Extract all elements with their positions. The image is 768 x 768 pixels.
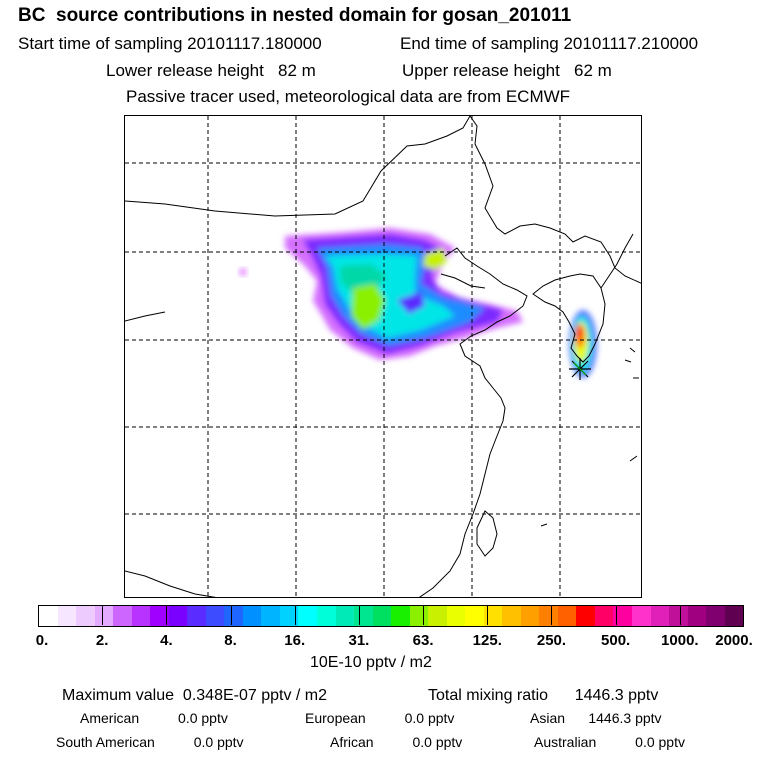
colorbar-label: 2. bbox=[95, 632, 109, 649]
upper-release-height-label: Upper release height 62 m bbox=[402, 61, 612, 80]
asian-contribution: Asian 1446.3 pptv bbox=[530, 710, 662, 726]
map-canvas bbox=[125, 116, 641, 597]
american-contribution: American 0.0 pptv bbox=[80, 710, 228, 726]
colorbar-tick bbox=[358, 605, 360, 625]
colorbar-label: 0. bbox=[35, 632, 49, 649]
end-time-label: End time of sampling 20101117.210000 bbox=[400, 34, 699, 53]
colorbar-cell bbox=[650, 606, 670, 626]
colorbar-cell bbox=[669, 606, 688, 626]
colorbar-cell bbox=[335, 606, 355, 626]
start-time-label: Start time of sampling 20101117.180000 bbox=[18, 34, 322, 53]
colorbar-label: 500. bbox=[601, 632, 631, 649]
colorbar-tick bbox=[487, 605, 489, 625]
colorbar-cell bbox=[465, 606, 484, 626]
colorbar-cell bbox=[446, 606, 466, 626]
colorbar-cell bbox=[224, 606, 243, 626]
colorbar bbox=[38, 605, 744, 627]
lat-lon-grid bbox=[125, 116, 641, 597]
colorbar-cell bbox=[131, 606, 151, 626]
colorbar-label: 16. bbox=[284, 632, 306, 649]
colorbar-tick bbox=[615, 605, 617, 625]
colorbar-cell bbox=[724, 606, 744, 626]
colorbar-cell bbox=[57, 606, 77, 626]
colorbar-cell bbox=[502, 606, 521, 626]
colorbar-tick bbox=[423, 605, 425, 625]
colorbar-label: 63. bbox=[412, 632, 434, 649]
plume-main bbox=[285, 228, 523, 360]
colorbar-ticks bbox=[38, 605, 744, 627]
colorbar-tick bbox=[294, 605, 296, 625]
colorbar-label: 8. bbox=[224, 632, 237, 649]
tracer-note: Passive tracer used, meteorological data… bbox=[126, 87, 571, 106]
colorbar-label: 1000. bbox=[661, 632, 699, 649]
coastlines bbox=[125, 116, 641, 597]
colorbar-cell bbox=[113, 606, 132, 626]
colorbar-cell bbox=[298, 606, 317, 626]
receptor-star-icon bbox=[569, 358, 591, 380]
colorbar-cell bbox=[354, 606, 373, 626]
colorbar-label: 31. bbox=[348, 632, 370, 649]
colorbar-cell bbox=[261, 606, 280, 626]
colorbar-label: 4. bbox=[160, 632, 173, 649]
colorbar-label: 2000. bbox=[715, 632, 753, 649]
south-american-contribution: South American 0.0 pptv bbox=[56, 734, 244, 750]
colorbar-cell bbox=[372, 606, 392, 626]
colorbar-cell bbox=[150, 606, 169, 626]
colorbar-cell bbox=[242, 606, 262, 626]
colorbar-cell bbox=[39, 606, 58, 626]
colorbar-cell bbox=[94, 606, 114, 626]
colorbar-cell bbox=[632, 606, 651, 626]
colorbar-cell bbox=[391, 606, 410, 626]
colorbar-cell bbox=[706, 606, 725, 626]
colorbar-cell bbox=[539, 606, 558, 626]
african-contribution: African 0.0 pptv bbox=[330, 734, 463, 750]
colorbar-unit: 10E-10 pptv / m2 bbox=[310, 654, 432, 671]
colorbar-cell bbox=[520, 606, 540, 626]
colorbar-label: 250. bbox=[536, 632, 567, 649]
australian-contribution: Australian 0.0 pptv bbox=[534, 734, 685, 750]
map-panel bbox=[124, 115, 642, 598]
colorbar-tick bbox=[679, 605, 681, 625]
plume-receptor bbox=[569, 310, 597, 378]
colorbar-cell bbox=[483, 606, 503, 626]
colorbar-cell bbox=[76, 606, 95, 626]
colorbar-cell bbox=[187, 606, 206, 626]
colorbar-tick bbox=[551, 605, 553, 625]
european-contribution: European 0.0 pptv bbox=[305, 710, 455, 726]
colorbar-cell bbox=[316, 606, 336, 626]
colorbar-tick bbox=[102, 605, 104, 625]
colorbar-cell bbox=[576, 606, 595, 626]
colorbar-tick bbox=[230, 605, 232, 625]
plot-title: BC source contributions in nested domain… bbox=[18, 5, 572, 26]
total-mixing-ratio-label: Total mixing ratio 1446.3 pptv bbox=[428, 687, 659, 704]
lower-release-height-label: Lower release height 82 m bbox=[106, 61, 316, 80]
colorbar-cell bbox=[594, 606, 614, 626]
maximum-value-label: Maximum value 0.348E-07 pptv / m2 bbox=[62, 687, 328, 704]
colorbar-label: 125. bbox=[472, 632, 502, 649]
colorbar-cell bbox=[205, 606, 225, 626]
colorbar-cell bbox=[428, 606, 447, 626]
colorbar-cell bbox=[687, 606, 707, 626]
colorbar-cell bbox=[557, 606, 577, 626]
colorbar-cell bbox=[613, 606, 632, 626]
colorbar-cell bbox=[279, 606, 299, 626]
colorbar-cell bbox=[168, 606, 188, 626]
colorbar-tick bbox=[166, 605, 168, 625]
